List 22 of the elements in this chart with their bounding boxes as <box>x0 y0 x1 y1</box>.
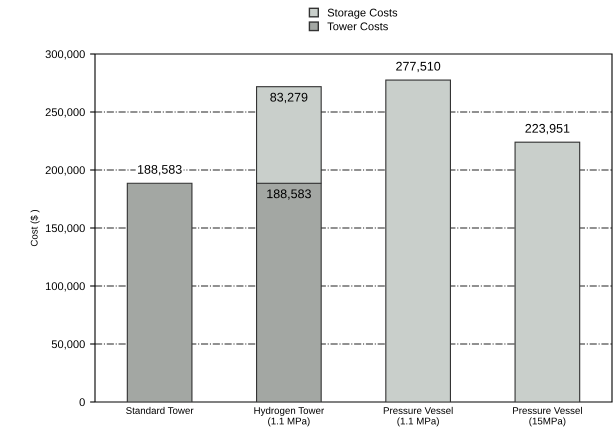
y-axis-title: Cost ($ ) <box>30 210 40 246</box>
y-tick-label: 0 <box>80 398 85 406</box>
data-label: 223,951 <box>525 124 570 134</box>
y-tick-label: 150,000 <box>46 224 85 234</box>
y-tick-label: 200,000 <box>46 166 85 176</box>
data-label: 83,279 <box>270 92 308 104</box>
legend-label: Tower Costs <box>327 22 388 30</box>
y-tick-label: 100,000 <box>46 282 85 292</box>
data-label: 188,583 <box>138 164 182 176</box>
y-tick-label: 250,000 <box>46 108 85 118</box>
x-tick-label: Pressure Vessel (1.1 MPa) <box>384 406 453 426</box>
x-tick-label: Hydrogen Tower (1.1 MPa) <box>254 406 324 426</box>
x-tick-label: Standard Tower <box>126 406 194 414</box>
data-label: 277,510 <box>396 62 440 72</box>
bar <box>126 182 192 402</box>
data-label: 188,583 <box>267 189 311 200</box>
y-tick-label: 50,000 <box>52 340 85 350</box>
bar <box>385 80 451 402</box>
x-tick-label: Pressure Vessel (15MPa) <box>513 406 582 426</box>
bar <box>514 142 580 402</box>
y-tick-label: 300,000 <box>46 50 85 60</box>
legend-label: Storage Costs <box>328 8 398 19</box>
